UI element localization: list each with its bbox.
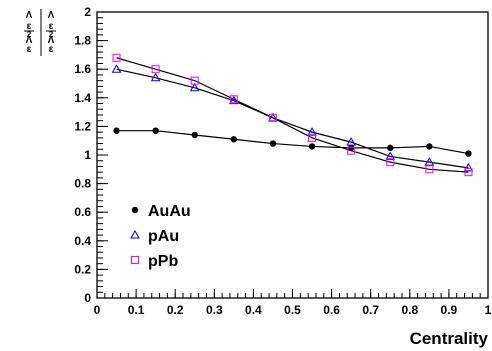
y-tick-label: 0.8 — [74, 177, 91, 191]
x-tick-label: 0 — [94, 303, 101, 317]
x-tick-label: 0.7 — [362, 303, 379, 317]
x-tick-label: 0.2 — [167, 303, 184, 317]
data-point — [150, 72, 161, 82]
legend-marker — [131, 206, 139, 214]
y-tick-label: 1 — [84, 148, 91, 162]
data-point — [308, 133, 317, 142]
x-tick-label: 1 — [485, 303, 492, 317]
y-label-part-lower: Λ — [48, 35, 55, 46]
data-point — [189, 82, 200, 92]
y-tick-label: 1.8 — [74, 34, 91, 48]
data-point — [230, 136, 238, 143]
data-point — [463, 162, 474, 172]
x-tick-label: 0.8 — [401, 303, 418, 317]
y-label-part-lower: ε — [49, 44, 54, 55]
data-point — [425, 165, 434, 174]
legend: AuAu pAu pPb — [130, 203, 191, 270]
data-point — [387, 144, 394, 152]
data-point — [190, 76, 199, 85]
x-tick-label: 0.5 — [284, 303, 301, 317]
y-label-part: 2 — [27, 30, 32, 39]
series-line — [116, 68, 469, 169]
data-point — [346, 137, 357, 146]
data-point — [307, 127, 317, 136]
data-point — [308, 143, 316, 150]
data-point — [424, 157, 435, 166]
data-point — [229, 95, 238, 104]
y-tick-label: 2 — [84, 5, 91, 19]
y-tick-label: 0.4 — [74, 234, 91, 248]
y-label-part-lower: Λ — [26, 35, 33, 46]
x-tick-label: 0.9 — [441, 303, 458, 317]
x-tick-label: 0.1 — [128, 303, 145, 317]
y-tick-label: 0.6 — [74, 205, 91, 219]
y-label-part: Λ — [26, 10, 33, 21]
x-tick-label: 0.4 — [245, 303, 262, 317]
series-line — [116, 57, 469, 173]
legend-label: AuAu — [148, 203, 191, 220]
data-point — [426, 143, 433, 150]
x-tick-label: 0.6 — [323, 303, 340, 317]
series-lines — [116, 57, 469, 173]
data-point — [464, 168, 473, 177]
legend-marker — [130, 229, 140, 239]
y-tick-label: 1.4 — [74, 91, 91, 105]
legend-marker — [131, 256, 139, 264]
data-point — [191, 131, 198, 139]
series-line — [116, 130, 469, 155]
x-axis-title: Centrality — [410, 329, 489, 348]
data-point — [111, 64, 122, 73]
y-label-part: ε — [49, 21, 54, 32]
data-point — [151, 65, 160, 74]
y-label-part: 2 — [49, 30, 54, 39]
data-point — [269, 140, 277, 147]
data-point — [112, 53, 121, 62]
y-label-part-lower: ε — [27, 44, 32, 55]
series-markers — [111, 53, 474, 177]
legend-label: pAu — [148, 228, 179, 245]
data-point — [347, 144, 355, 152]
data-point — [465, 150, 472, 157]
data-point — [385, 151, 396, 160]
data-point — [347, 146, 356, 155]
axes: 0 0.1 0.2 0.3 0.4 0.5 0.6 0.7 0.8 0.9 1 0 0.2 0.4 0.6 0… — [74, 5, 491, 348]
data-point — [113, 127, 120, 134]
y-tick-label: 0 — [84, 291, 91, 305]
y-label-part: ε — [27, 21, 32, 32]
y-label-part: Λ — [48, 10, 55, 21]
data-point — [386, 158, 395, 167]
legend-label: pPb — [148, 253, 178, 270]
y-tick-label: 1.2 — [74, 119, 91, 133]
x-tick-label: 0.3 — [206, 303, 223, 317]
data-point — [268, 113, 277, 122]
y-tick-label: 1.6 — [74, 62, 91, 76]
y-tick-label: 0.2 — [74, 262, 91, 276]
data-point — [152, 127, 159, 134]
data-point — [228, 95, 239, 105]
